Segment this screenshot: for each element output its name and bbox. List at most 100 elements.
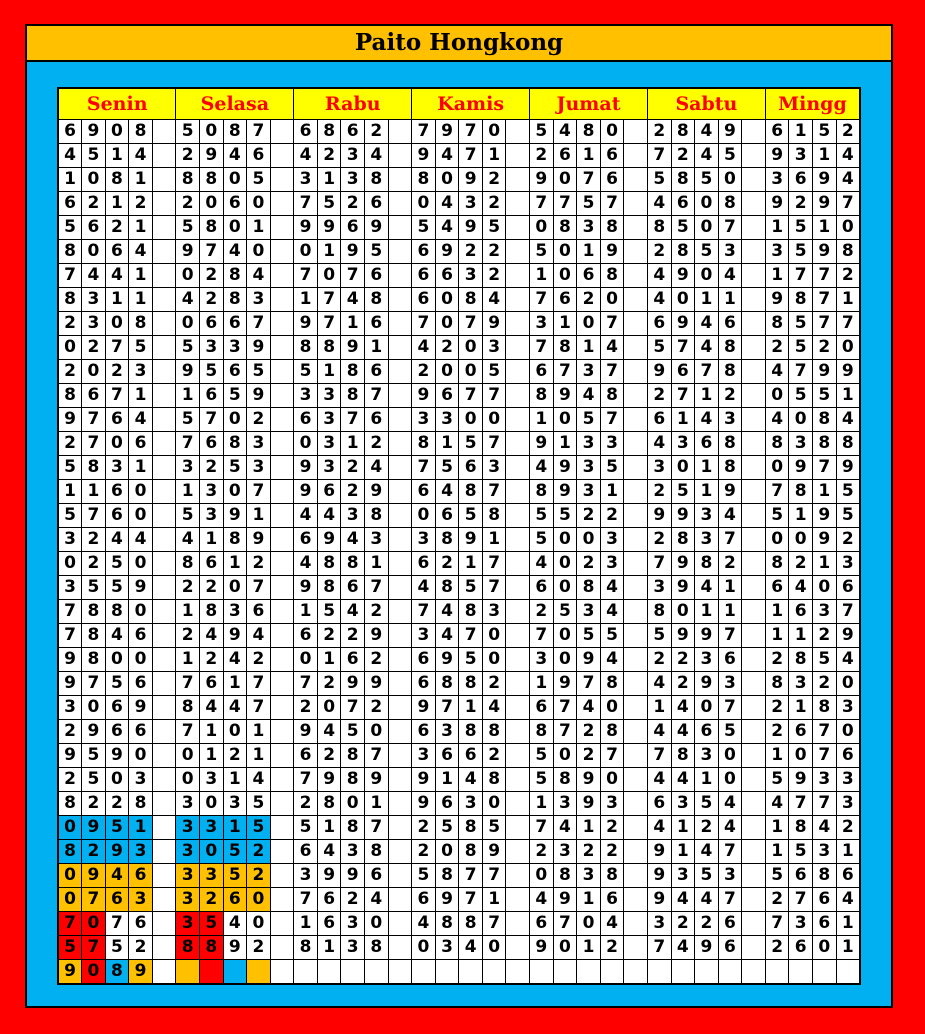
- digit-cell: 4: [646, 815, 672, 840]
- digit-cell: 7: [481, 383, 507, 408]
- digit-cell: 8: [458, 719, 483, 744]
- digit-cell: 9: [198, 143, 224, 168]
- digit-cell: 5: [788, 335, 813, 360]
- digit-cell: 6: [458, 455, 483, 480]
- spacer-cell: [387, 791, 413, 816]
- digit-cell: 7: [670, 383, 696, 408]
- digit-cell: 0: [552, 407, 578, 432]
- digit-cell: 8: [340, 551, 366, 576]
- digit-cell: 6: [599, 143, 625, 168]
- spacer-cell: [269, 647, 295, 672]
- digit-cell: 1: [481, 887, 507, 912]
- digit-cell: 4: [764, 791, 790, 816]
- spacer-cell: [741, 863, 766, 888]
- digit-cell: 8: [481, 767, 507, 792]
- digit-cell: [694, 959, 719, 985]
- digit-cell: 6: [646, 311, 672, 336]
- digit-cell: 9: [481, 311, 507, 336]
- digit-cell: 7: [246, 575, 271, 600]
- spacer-cell: [269, 791, 295, 816]
- spacer-cell: [741, 551, 766, 576]
- digit-cell: 4: [646, 671, 672, 696]
- spacer-cell: [505, 671, 531, 696]
- digit-cell: 9: [57, 671, 83, 696]
- spacer-cell: [741, 695, 766, 720]
- digit-cell: [411, 959, 436, 985]
- digit-cell: 8: [316, 791, 342, 816]
- spacer-cell: [623, 215, 648, 240]
- digit-cell: 4: [458, 935, 483, 960]
- digit-cell: 5: [835, 503, 861, 528]
- digit-cell: 9: [246, 527, 271, 552]
- digit-cell: 1: [316, 167, 342, 192]
- digit-cell: 6: [364, 407, 389, 432]
- spacer-cell: [741, 743, 766, 768]
- spacer-cell: [151, 623, 177, 648]
- spacer-cell: [741, 287, 766, 312]
- digit-cell: [599, 959, 625, 985]
- digit-cell: 1: [812, 551, 837, 576]
- digit-cell: 0: [246, 191, 271, 216]
- digit-cell: 2: [646, 239, 672, 264]
- digit-cell: 1: [175, 383, 200, 408]
- digit-cell: 7: [458, 143, 483, 168]
- digit-cell: 0: [434, 311, 460, 336]
- digit-cell: 2: [835, 263, 861, 288]
- digit-cell: 8: [293, 335, 318, 360]
- digit-cell: 4: [812, 815, 837, 840]
- digit-cell: 8: [104, 599, 130, 624]
- digit-cell: 0: [576, 911, 601, 936]
- spacer-cell: [505, 527, 531, 552]
- digit-cell: 5: [104, 935, 130, 960]
- digit-cell: 9: [764, 191, 790, 216]
- digit-cell: 5: [364, 239, 389, 264]
- digit-cell: 8: [293, 935, 318, 960]
- digit-cell: 5: [529, 239, 554, 264]
- digit-cell: 9: [340, 239, 366, 264]
- digit-cell: 4: [222, 911, 248, 936]
- digit-cell: 2: [104, 791, 130, 816]
- digit-cell: 4: [670, 935, 696, 960]
- digit-cell: 8: [316, 575, 342, 600]
- digit-cell: 0: [835, 215, 861, 240]
- digit-cell: 2: [764, 647, 790, 672]
- digit-cell: 5: [764, 863, 790, 888]
- digit-cell: 3: [128, 887, 153, 912]
- digit-cell: 0: [764, 383, 790, 408]
- day-header-rabu: Rabu: [293, 87, 413, 120]
- digit-cell: 2: [481, 263, 507, 288]
- digit-cell: 5: [552, 599, 578, 624]
- digit-cell: 2: [670, 647, 696, 672]
- spacer-cell: [505, 791, 531, 816]
- digit-cell: 3: [670, 431, 696, 456]
- digit-cell: 9: [812, 191, 837, 216]
- digit-cell: 3: [576, 359, 601, 384]
- digit-cell: 8: [788, 647, 813, 672]
- digit-cell: 1: [458, 551, 483, 576]
- digit-cell: 7: [411, 119, 436, 144]
- digit-cell: 9: [364, 767, 389, 792]
- spacer-cell: [741, 167, 766, 192]
- digit-cell: 6: [246, 143, 271, 168]
- digit-cell: 8: [599, 719, 625, 744]
- digit-cell: 8: [222, 287, 248, 312]
- digit-cell: 2: [576, 551, 601, 576]
- digit-cell: 2: [599, 503, 625, 528]
- digit-cell: 7: [812, 311, 837, 336]
- digit-cell: 0: [835, 335, 861, 360]
- digit-cell: 4: [694, 575, 719, 600]
- digit-cell: 8: [458, 815, 483, 840]
- digit-cell: 3: [128, 839, 153, 864]
- digit-cell: 1: [316, 815, 342, 840]
- digit-cell: 0: [364, 719, 389, 744]
- digit-cell: 3: [481, 335, 507, 360]
- digit-cell: 4: [835, 143, 861, 168]
- digit-cell: 3: [576, 863, 601, 888]
- digit-cell: 2: [175, 623, 200, 648]
- digit-cell: 0: [694, 695, 719, 720]
- digit-cell: 0: [246, 911, 271, 936]
- digit-cell: 6: [104, 719, 130, 744]
- spacer-cell: [387, 767, 413, 792]
